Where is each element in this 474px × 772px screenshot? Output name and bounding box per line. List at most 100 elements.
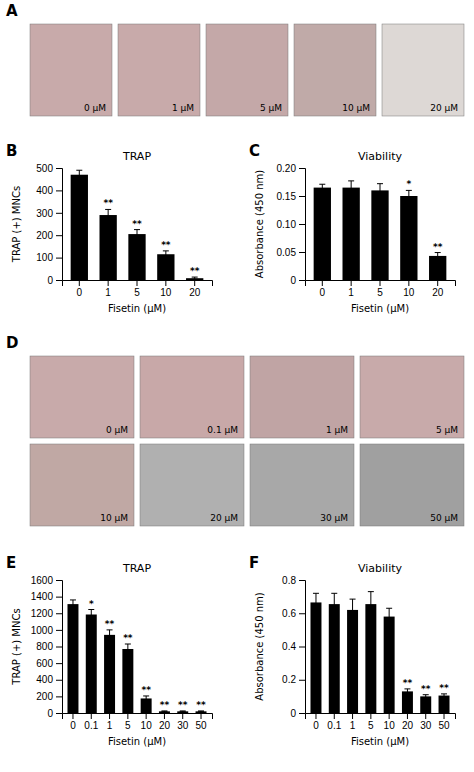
x-tick-label: 10: [384, 720, 396, 731]
tick-mark: [299, 252, 305, 253]
figure: A0 μM1 μM5 μM10 μM20 μM01510200100200300…: [0, 0, 474, 772]
bar: [347, 610, 358, 713]
chart-title: Viability: [358, 150, 403, 163]
x-tick-label: 5: [368, 720, 374, 731]
bar-panel: 015102000.050.100.150.20***ViabilityFise…: [249, 142, 456, 314]
error-bar-cap: [134, 238, 140, 239]
error-bar-cap: [107, 629, 113, 630]
tick-mark: [380, 280, 381, 286]
error-bar-stem: [315, 593, 316, 611]
image-placeholder: [118, 24, 200, 116]
error-bar-cap: [125, 644, 131, 645]
tick-mark: [56, 680, 62, 681]
x-axis-title: Fisetin (μM): [351, 736, 409, 747]
error-bar-stem: [137, 230, 138, 239]
error-bar-stem: [389, 608, 390, 625]
bar: [104, 635, 115, 713]
significance-label: **: [421, 684, 431, 694]
image-placeholder: [30, 444, 134, 526]
error-bar: [161, 710, 167, 712]
significance-label: **: [178, 700, 188, 710]
axis-line: [63, 714, 213, 720]
tick-mark: [194, 280, 195, 286]
x-tick-label: 20: [189, 287, 201, 298]
error-bar-cap: [198, 710, 204, 711]
tick-mark: [56, 713, 62, 714]
error-bar-cap: [198, 711, 204, 712]
x-tick-label: 0.1: [84, 720, 98, 731]
error-bar-cap: [313, 611, 319, 612]
x-tick: 20: [159, 713, 171, 731]
tick-mark: [56, 580, 62, 581]
significance-label: **: [433, 242, 443, 252]
image-label: 1 μM: [326, 425, 348, 435]
bar: [71, 175, 88, 280]
error-bar: [76, 170, 82, 179]
y-tick: 1000: [31, 625, 62, 636]
tick-mark: [56, 280, 62, 281]
image-placeholder: [250, 444, 354, 526]
x-axis-title: Fisetin (μM): [351, 303, 409, 314]
y-tick: 0.05: [277, 247, 305, 258]
x-tick: 10: [141, 713, 153, 731]
error-bar-stem: [334, 593, 335, 615]
bar: [159, 711, 170, 713]
x-tick: 50: [438, 713, 450, 731]
tick-mark: [299, 647, 305, 648]
x-tick: 20: [189, 280, 201, 298]
panel-label: D: [6, 334, 18, 352]
error-bar-stem: [352, 599, 353, 621]
tick-mark: [315, 713, 316, 719]
x-tick: 10: [160, 280, 172, 298]
image-label: 5 μM: [260, 103, 282, 113]
x-tick-label: 0: [77, 287, 83, 298]
plot-area: [67, 600, 206, 713]
y-tick: 0.15: [277, 191, 305, 202]
y-tick: 0.2: [282, 674, 305, 685]
y-axis: 00.050.100.150.20: [277, 163, 306, 286]
bar: [384, 617, 395, 713]
chart-title: Viability: [358, 562, 403, 575]
x-tick: 20: [402, 713, 414, 731]
error-bar: [192, 277, 198, 279]
y-axis-title: Absorbance (450 nm): [254, 592, 265, 701]
y-axis: 00.20.40.60.8: [282, 575, 305, 719]
error-bar-cap: [406, 201, 412, 202]
tick-mark: [56, 630, 62, 631]
y-tick-label: 300: [36, 208, 53, 219]
image-label: 10 μM: [100, 513, 128, 523]
error-bar: [70, 600, 76, 608]
error-bar-cap: [350, 620, 356, 621]
error-bar-cap: [377, 183, 383, 184]
x-tick: 0: [70, 713, 76, 731]
image-placeholder: [360, 356, 464, 438]
y-tick-label: 0: [290, 275, 296, 286]
error-bar-cap: [143, 700, 149, 701]
y-tick: 800: [36, 641, 62, 652]
x-tick-label: 10: [160, 287, 172, 298]
tick-mark: [56, 258, 62, 259]
error-bar: [107, 630, 113, 640]
tick-mark: [352, 713, 353, 719]
bar: [365, 604, 376, 713]
tick-mark: [182, 713, 183, 719]
bar: [420, 696, 431, 713]
y-tick-label: 600: [36, 658, 53, 669]
tick-mark: [146, 713, 147, 719]
y-tick: 600: [36, 658, 62, 669]
significance-label: **: [160, 700, 170, 710]
error-bar-stem: [72, 600, 73, 608]
tick-mark: [444, 713, 445, 719]
tick-mark: [407, 713, 408, 719]
error-bar-cap: [404, 693, 410, 694]
significance-label: **: [103, 198, 113, 208]
error-bar: [125, 644, 131, 654]
error-bar: [350, 599, 356, 621]
x-axis-title: Fisetin (μM): [108, 736, 166, 747]
bar-panel: 00.1151020305000.20.40.60.8******Viabili…: [249, 554, 456, 747]
image-placeholder: [30, 356, 134, 438]
tick-mark: [299, 680, 305, 681]
bar: [371, 190, 388, 280]
y-axis-title: TRAP (+) MNCs: [11, 608, 22, 685]
error-bar: [348, 181, 354, 194]
